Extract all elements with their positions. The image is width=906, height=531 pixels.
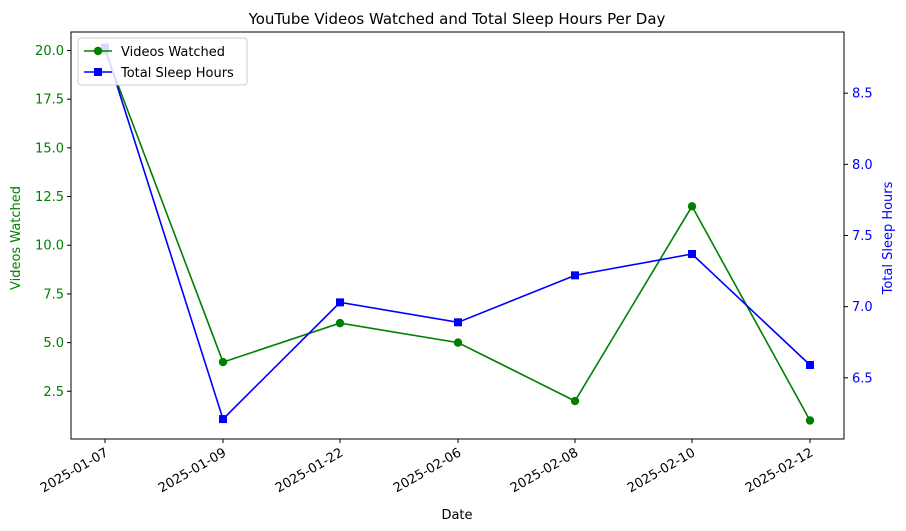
legend-swatch-marker xyxy=(93,46,103,56)
videos-watched-point xyxy=(453,338,463,347)
x-tick-label: 2025-02-12 xyxy=(743,445,816,496)
right-y-tick-label: 6.5 xyxy=(852,371,873,386)
left-y-tick-label: 7.5 xyxy=(43,287,64,302)
videos-watched-point xyxy=(218,357,228,367)
videos-watched-line xyxy=(104,50,811,421)
videos-watched-point xyxy=(687,202,697,211)
left-y-tick-label: 17.5 xyxy=(35,93,64,108)
chart-title: YouTube Videos Watched and Total Sleep H… xyxy=(248,10,666,28)
x-tick-label: 2025-01-09 xyxy=(156,445,229,496)
x-tick-label: 2025-02-08 xyxy=(508,445,581,496)
right-y-tick-label: 7.5 xyxy=(852,229,873,244)
legend-swatch-marker xyxy=(94,68,102,76)
legend: Videos Watched Total Sleep Hours xyxy=(77,37,248,86)
left-axis-title: Videos Watched xyxy=(9,186,24,290)
plot-frame xyxy=(70,31,845,440)
left-y-tick-label: 15.0 xyxy=(35,141,64,156)
videos-watched-point xyxy=(335,318,345,328)
left-y-tick-label: 12.5 xyxy=(35,190,64,205)
left-y-tick-label: 2.5 xyxy=(43,385,64,400)
right-y-tick-label: 8.0 xyxy=(852,158,873,173)
x-axis-title: Date xyxy=(441,508,472,523)
videos-watched-point xyxy=(570,396,580,406)
total-sleep-hours-point xyxy=(571,271,579,280)
left-y-tick-label: 10.0 xyxy=(35,239,64,254)
total-sleep-hours-point xyxy=(219,415,227,424)
total-sleep-hours-line xyxy=(104,47,811,421)
videos-watched-point xyxy=(805,416,815,425)
total-sleep-hours-point xyxy=(336,298,344,307)
x-tick-label: 2025-01-07 xyxy=(38,445,111,496)
legend-label-total-sleep-hours: Total Sleep Hours xyxy=(120,66,234,81)
right-y-tick-label: 8.5 xyxy=(852,87,873,102)
x-tick-label: 2025-01-22 xyxy=(273,445,346,496)
legend-box xyxy=(77,37,248,86)
left-y-tick-label: 20.0 xyxy=(35,44,64,59)
x-tick-label: 2025-02-06 xyxy=(391,445,464,496)
right-axis-title: Total Sleep Hours xyxy=(881,181,896,295)
total-sleep-hours-point xyxy=(688,250,696,258)
right-y-tick-label: 7.0 xyxy=(852,300,873,315)
x-tick-label: 2025-02-10 xyxy=(625,445,698,496)
legend-label-videos-watched: Videos Watched xyxy=(121,45,225,60)
total-sleep-hours-point xyxy=(806,361,814,369)
total-sleep-hours-point xyxy=(454,318,462,327)
left-y-tick-label: 5.0 xyxy=(43,336,64,351)
